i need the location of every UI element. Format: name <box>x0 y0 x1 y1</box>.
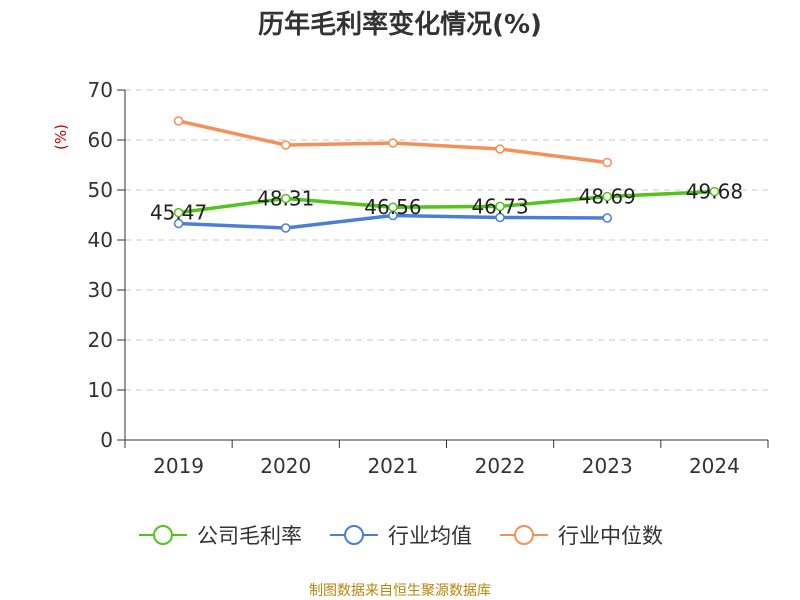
data-point <box>495 144 505 154</box>
y-tick-label: 10 <box>88 378 113 402</box>
x-tick-label: 2021 <box>367 454 418 478</box>
data-point <box>495 201 505 212</box>
legend-label: 行业中位数 <box>558 524 663 548</box>
data-point <box>388 138 398 148</box>
y-tick-label: 0 <box>100 428 113 452</box>
data-point <box>602 191 612 202</box>
x-tick-label: 2023 <box>582 454 633 478</box>
x-tick-label: 2019 <box>153 454 204 478</box>
data-point <box>173 116 184 126</box>
data-labels: 45.47 48.31 46.56 46.73 48.69 49.68 <box>150 180 743 225</box>
chart-title: 历年毛利率变化情况(%) <box>258 10 542 40</box>
data-label: 49.68 <box>686 180 743 204</box>
y-tick-label: 20 <box>88 328 113 352</box>
data-points <box>173 116 720 233</box>
data-point <box>602 157 612 168</box>
legend-label: 行业均值 <box>388 524 472 548</box>
data-point <box>173 218 184 229</box>
legend-marker-icon <box>500 525 548 545</box>
data-label: 48.69 <box>579 185 636 209</box>
y-tick-label: 60 <box>88 128 113 152</box>
legend: 公司毛利率 行业均值 行业中位数 <box>0 520 800 550</box>
x-tick-label: 2022 <box>475 454 526 478</box>
y-tick-label: 40 <box>88 228 113 252</box>
axes: 0 10 20 30 40 50 60 70 2019 2020 2021 2022 2023 2024 <box>88 78 769 478</box>
legend-marker-icon <box>139 525 187 545</box>
legend-item[interactable]: 公司毛利率 <box>137 520 302 550</box>
source-note: 制图数据来自恒生聚源数据库 <box>309 583 491 599</box>
y-tick-label: 50 <box>88 178 113 202</box>
data-point <box>173 207 184 218</box>
legend-item[interactable]: 行业中位数 <box>498 520 663 550</box>
data-point <box>495 212 505 223</box>
data-point <box>709 186 720 197</box>
data-label: 46.73 <box>471 194 528 218</box>
data-label: 45.47 <box>150 201 207 225</box>
data-point <box>388 202 398 212</box>
x-tick-label: 2020 <box>260 454 311 478</box>
data-point <box>281 223 291 233</box>
legend-item[interactable]: 行业均值 <box>328 520 472 550</box>
legend-marker-icon <box>330 525 378 545</box>
legend-label: 公司毛利率 <box>197 524 302 548</box>
data-label: 48.31 <box>257 186 314 210</box>
series-lines <box>178 119 715 230</box>
y-tick-label: 30 <box>88 278 113 302</box>
grid-lines <box>125 89 768 391</box>
x-tick-label: 2024 <box>689 454 740 478</box>
data-point <box>281 193 291 204</box>
data-point <box>281 140 291 150</box>
data-point <box>602 213 612 223</box>
series-line <box>178 189 715 215</box>
y-tick-label: 70 <box>88 78 113 102</box>
data-label: 46.56 <box>364 195 421 219</box>
